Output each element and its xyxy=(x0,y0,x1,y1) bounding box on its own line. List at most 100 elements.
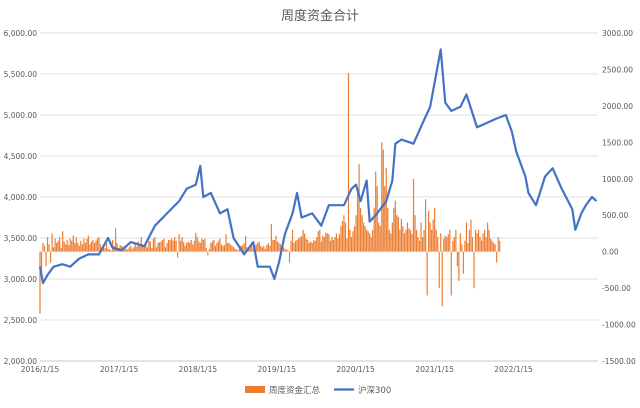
bar xyxy=(485,237,487,252)
left-tick-label: 3,500.00 xyxy=(4,234,38,243)
bar xyxy=(411,234,413,252)
bar xyxy=(440,233,442,252)
right-tick-label: -1000.00 xyxy=(602,321,636,330)
bar xyxy=(60,248,62,252)
bar xyxy=(278,242,280,252)
right-tick-label: 0.00 xyxy=(602,248,619,257)
bar xyxy=(160,241,162,252)
bar xyxy=(462,251,465,274)
bar xyxy=(46,237,49,252)
bar xyxy=(350,237,353,252)
bar xyxy=(148,240,150,252)
bar xyxy=(131,248,133,252)
bar xyxy=(317,231,319,252)
bar xyxy=(337,238,339,252)
bar xyxy=(467,242,469,252)
bar xyxy=(290,240,292,252)
bar xyxy=(234,248,236,252)
bar xyxy=(282,247,285,252)
bar xyxy=(199,242,201,252)
x-tick-label: 2020/1/15 xyxy=(336,365,375,374)
bar xyxy=(470,219,472,252)
bar xyxy=(157,242,159,252)
bar xyxy=(72,235,74,252)
bar xyxy=(316,237,318,252)
bar xyxy=(396,215,398,252)
bar xyxy=(367,231,369,252)
left-axis: 2,000.00 2,500.00 3,000.00 3,500.00 4,000.00… xyxy=(4,29,38,366)
bar xyxy=(251,242,253,252)
bar xyxy=(364,226,366,252)
bar xyxy=(217,240,220,252)
bar xyxy=(151,248,153,252)
bar xyxy=(491,240,493,252)
bar xyxy=(124,247,126,252)
bar xyxy=(137,241,139,252)
bar xyxy=(80,240,82,252)
bar xyxy=(314,240,316,252)
bar xyxy=(388,229,390,252)
left-tick-label: 5,000.00 xyxy=(4,111,38,120)
bar xyxy=(402,226,404,252)
bar xyxy=(428,210,430,252)
bar xyxy=(372,229,374,252)
left-tick-label: 4,500.00 xyxy=(4,152,38,161)
bar xyxy=(213,240,215,252)
bar xyxy=(288,251,291,263)
bar xyxy=(461,244,463,252)
bar xyxy=(334,237,336,252)
bar xyxy=(178,234,180,252)
bar xyxy=(363,222,365,252)
bar xyxy=(479,237,481,252)
bar xyxy=(358,164,360,252)
x-tick-label: 2017/1/15 xyxy=(100,365,139,374)
bar xyxy=(195,232,197,252)
bar xyxy=(189,242,191,252)
bar xyxy=(53,247,55,252)
bar xyxy=(425,199,427,252)
bar xyxy=(326,233,328,252)
legend-bar-swatch xyxy=(245,386,265,393)
bar xyxy=(177,251,179,258)
bar xyxy=(136,246,138,252)
bar xyxy=(48,244,50,252)
bar xyxy=(412,178,415,252)
line-series xyxy=(38,48,598,285)
bar xyxy=(204,238,206,252)
bar xyxy=(323,237,325,252)
bar xyxy=(243,242,245,252)
right-axis: -1500.00 -1000.00 -500.00 0.00 500.00 1000.00… xyxy=(602,29,636,366)
bar xyxy=(434,207,436,252)
bar xyxy=(435,229,437,252)
bar xyxy=(490,238,492,252)
bar xyxy=(488,229,490,252)
bar xyxy=(418,240,421,252)
bar xyxy=(84,242,86,252)
bar xyxy=(95,240,97,252)
bar xyxy=(353,226,356,252)
bar xyxy=(59,237,61,252)
right-tick-label: 500.00 xyxy=(602,211,628,220)
bar xyxy=(155,247,158,252)
bar xyxy=(45,251,47,267)
bar xyxy=(167,240,170,252)
bar xyxy=(421,237,424,252)
bar xyxy=(40,251,43,274)
bar xyxy=(89,244,91,252)
bar xyxy=(77,242,79,252)
x-tick-label: 2016/1/15 xyxy=(21,365,60,374)
left-tick-label: 6,000.00 xyxy=(4,29,38,38)
bar xyxy=(438,251,440,289)
left-tick-label: 5,500.00 xyxy=(4,70,38,79)
bar xyxy=(180,240,182,252)
bar xyxy=(154,237,156,252)
bar xyxy=(142,245,144,252)
right-tick-label: 1000.00 xyxy=(602,175,633,184)
bar xyxy=(228,242,230,252)
bar xyxy=(382,149,384,252)
bar xyxy=(56,242,58,252)
bar xyxy=(494,244,496,252)
bar xyxy=(293,242,295,252)
bar xyxy=(93,242,96,252)
